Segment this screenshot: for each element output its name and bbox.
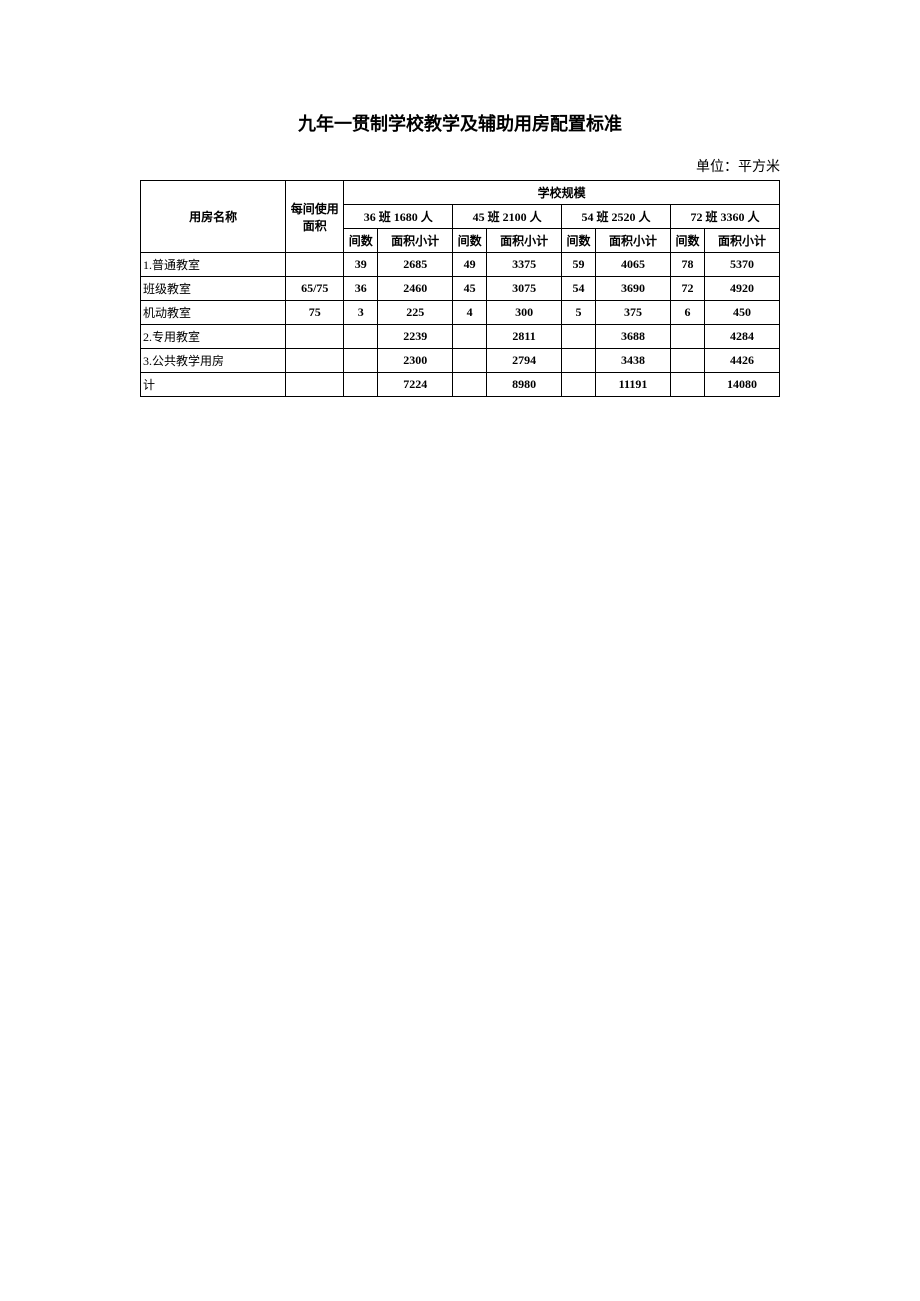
header-count-72: 间数 [671, 229, 705, 253]
table-row: 计 7224 8980 11191 14080 [141, 373, 780, 397]
table-cell: 1.普通教室 [141, 253, 286, 277]
table-cell [453, 373, 487, 397]
table-row: 机动教室753225430053756450 [141, 301, 780, 325]
table-row: 1.普通教室 392685493375594065785370 [141, 253, 780, 277]
header-scale-36: 36 班 1680 人 [344, 205, 453, 229]
table-cell: 54 [562, 277, 596, 301]
header-per-room-area: 每间使用面积 [286, 181, 344, 253]
unit-label: 单位：平方米 [140, 156, 780, 176]
table-cell [286, 325, 344, 349]
table-cell [562, 349, 596, 373]
header-subtotal-36: 面积小计 [378, 229, 453, 253]
table-row: 3.公共教学用房 2300 2794 3438 4426 [141, 349, 780, 373]
table-cell: 36 [344, 277, 378, 301]
table-cell [562, 373, 596, 397]
table-cell: 3375 [487, 253, 562, 277]
table-cell: 4065 [595, 253, 670, 277]
header-subtotal-54: 面积小计 [595, 229, 670, 253]
table-cell [344, 349, 378, 373]
table-cell [671, 349, 705, 373]
table-cell: 2.专用教室 [141, 325, 286, 349]
table-cell [286, 373, 344, 397]
table-cell: 78 [671, 253, 705, 277]
table-cell [453, 325, 487, 349]
table-cell: 450 [704, 301, 779, 325]
table-cell: 59 [562, 253, 596, 277]
table-cell: 72 [671, 277, 705, 301]
table-cell: 3438 [595, 349, 670, 373]
table-cell: 8980 [487, 373, 562, 397]
table-cell: 2811 [487, 325, 562, 349]
table-cell: 机动教室 [141, 301, 286, 325]
table-cell: 3075 [487, 277, 562, 301]
table-row: 班级教室65/75362460453075543690724920 [141, 277, 780, 301]
table-cell [344, 373, 378, 397]
table-cell [562, 325, 596, 349]
table-body: 1.普通教室392685493375594065785370班级教室65/753… [141, 253, 780, 397]
table-cell: 6 [671, 301, 705, 325]
table-cell: 7224 [378, 373, 453, 397]
header-school-scale: 学校规模 [344, 181, 780, 205]
header-scale-45: 45 班 2100 人 [453, 205, 562, 229]
table-cell: 3 [344, 301, 378, 325]
header-subtotal-72: 面积小计 [704, 229, 779, 253]
header-subtotal-45: 面积小计 [487, 229, 562, 253]
table-cell [286, 253, 344, 277]
table-cell: 49 [453, 253, 487, 277]
table-cell: 4426 [704, 349, 779, 373]
header-scale-72: 72 班 3360 人 [671, 205, 780, 229]
standards-table: 用房名称 每间使用面积 学校规模 36 班 1680 人 45 班 2100 人… [140, 180, 780, 397]
table-cell: 4920 [704, 277, 779, 301]
table-cell [344, 325, 378, 349]
table-cell: 5 [562, 301, 596, 325]
table-cell: 39 [344, 253, 378, 277]
table-cell: 班级教室 [141, 277, 286, 301]
table-cell: 3688 [595, 325, 670, 349]
header-count-36: 间数 [344, 229, 378, 253]
table-cell: 2300 [378, 349, 453, 373]
table-cell: 2460 [378, 277, 453, 301]
header-count-54: 间数 [562, 229, 596, 253]
table-cell: 4284 [704, 325, 779, 349]
table-cell: 45 [453, 277, 487, 301]
table-cell: 300 [487, 301, 562, 325]
table-cell: 3690 [595, 277, 670, 301]
table-cell: 375 [595, 301, 670, 325]
header-scale-54: 54 班 2520 人 [562, 205, 671, 229]
table-cell [671, 373, 705, 397]
table-cell: 11191 [595, 373, 670, 397]
table-cell [286, 349, 344, 373]
table-cell [453, 349, 487, 373]
table-cell: 65/75 [286, 277, 344, 301]
table-cell: 14080 [704, 373, 779, 397]
table-cell [671, 325, 705, 349]
table-cell: 3.公共教学用房 [141, 349, 286, 373]
table-cell: 5370 [704, 253, 779, 277]
table-cell: 75 [286, 301, 344, 325]
table-cell: 225 [378, 301, 453, 325]
document-title: 九年一贯制学校教学及辅助用房配置标准 [140, 110, 780, 136]
table-cell: 2794 [487, 349, 562, 373]
table-header-row-1: 用房名称 每间使用面积 学校规模 [141, 181, 780, 205]
table-cell: 计 [141, 373, 286, 397]
table-cell: 4 [453, 301, 487, 325]
table-cell: 2239 [378, 325, 453, 349]
table-row: 2.专用教室 2239 2811 3688 4284 [141, 325, 780, 349]
header-room-name: 用房名称 [141, 181, 286, 253]
header-count-45: 间数 [453, 229, 487, 253]
table-cell: 2685 [378, 253, 453, 277]
